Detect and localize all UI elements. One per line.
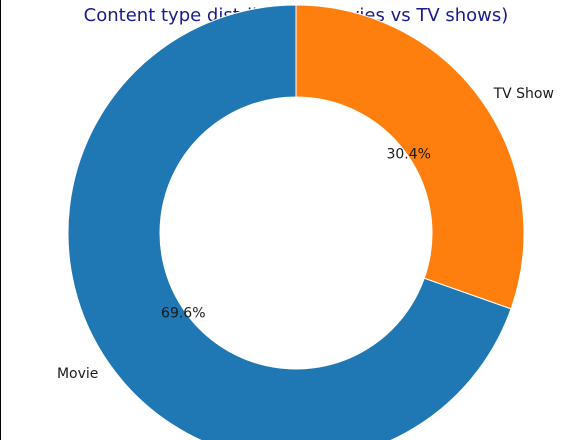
percent-label-movie: 69.6% (161, 306, 205, 322)
donut-labels: TV Show 30.4% Movie 69.6% (57, 86, 554, 382)
donut-slices (67, 4, 525, 440)
percent-label-tv-show: 30.4% (386, 146, 430, 162)
slice-movie (67, 4, 512, 440)
category-label-movie: Movie (57, 366, 98, 382)
left-border-line (0, 0, 1, 440)
category-label-tv-show: TV Show (493, 86, 554, 102)
slice-tv-show (295, 4, 525, 310)
